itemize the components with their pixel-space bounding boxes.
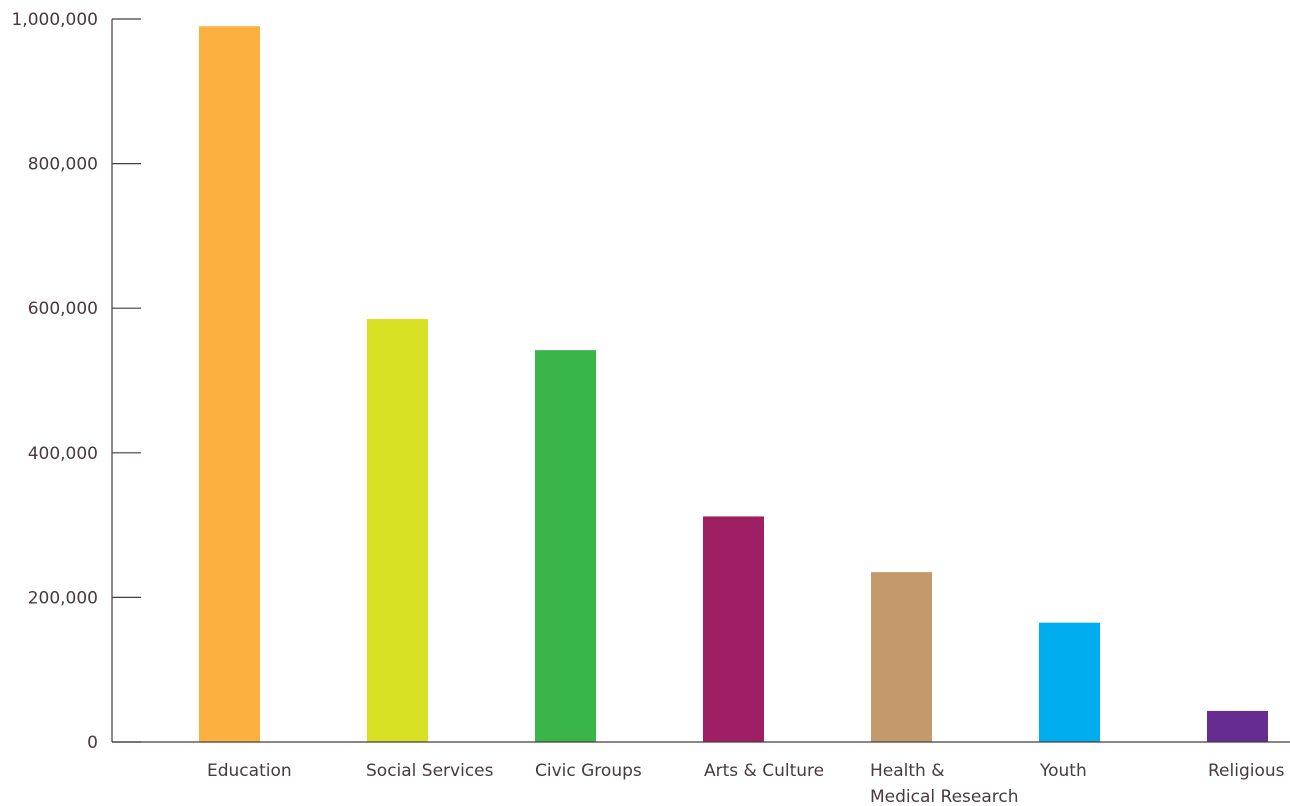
x-tick-label-line: Education (207, 761, 292, 781)
y-tick-label: 600,000 (28, 299, 98, 319)
x-tick-label-line: Arts & Culture (704, 761, 824, 781)
bar (1039, 622, 1100, 742)
x-tick-label-line: Religious (1208, 761, 1285, 781)
x-tick-label-line: Medical Research (870, 787, 1019, 806)
bars (199, 26, 1268, 743)
x-tick-label-line: Youth (1039, 761, 1087, 781)
x-axis: Education Social Services Civic Groups Arts… (112, 741, 1290, 806)
bar (199, 26, 260, 743)
bar (1207, 710, 1268, 742)
x-tick-label: Health & Medical Research (870, 761, 1019, 806)
bar (535, 350, 596, 742)
y-tick-label: 1,000,000 (11, 10, 98, 30)
x-tick-label-line: Health & (870, 761, 944, 781)
x-tick-label-line: Civic Groups (535, 761, 642, 781)
x-tick-label: Civic Groups (535, 761, 642, 781)
x-tick-label: Education (207, 761, 292, 781)
x-tick-label: Religious (1208, 761, 1285, 781)
x-tick-label-line: Social Services (366, 761, 494, 781)
x-tick-label: Youth (1039, 761, 1087, 781)
x-tick-label: Arts & Culture (704, 761, 824, 781)
y-axis: 0 200,000 400,000 600,000 800,000 1,000,000 (11, 10, 141, 753)
y-tick-label: 800,000 (28, 155, 98, 175)
bar (367, 319, 428, 742)
y-tick-label: 200,000 (28, 588, 98, 608)
bar (871, 572, 932, 742)
bar (703, 516, 764, 742)
y-tick-label: 400,000 (28, 444, 98, 464)
y-tick-label: 0 (87, 733, 98, 753)
x-tick-label: Social Services (366, 761, 494, 781)
